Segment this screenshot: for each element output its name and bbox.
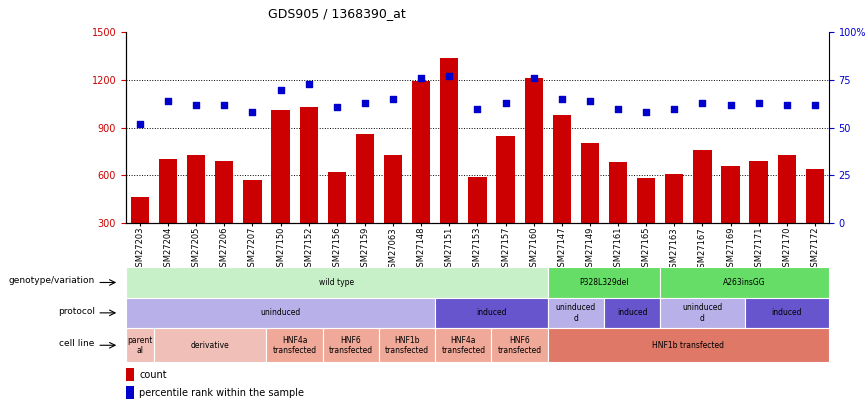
Bar [159, 159, 177, 271]
Bar [496, 136, 515, 271]
Text: percentile rank within the sample: percentile rank within the sample [139, 388, 304, 398]
Text: uninduced: uninduced [260, 308, 300, 318]
Bar [778, 155, 796, 271]
Text: HNF6
transfected: HNF6 transfected [497, 336, 542, 355]
Text: genotype/variation: genotype/variation [9, 277, 95, 286]
Point [583, 98, 597, 104]
Point [246, 109, 260, 115]
Point [724, 102, 738, 108]
Point [273, 86, 287, 93]
Text: induced: induced [477, 308, 507, 318]
Bar [131, 197, 149, 271]
Point [667, 105, 681, 112]
Bar [468, 177, 487, 271]
Point [527, 75, 541, 81]
Text: HNF4a
transfected: HNF4a transfected [273, 336, 317, 355]
Bar [356, 134, 374, 271]
Bar [272, 110, 290, 271]
Bar [806, 169, 824, 271]
Text: wild type: wild type [319, 278, 354, 287]
Point [498, 100, 512, 106]
Bar [384, 155, 402, 271]
Bar [243, 180, 261, 271]
Bar [637, 178, 655, 271]
Bar [694, 150, 712, 271]
Text: HNF4a
transfected: HNF4a transfected [441, 336, 485, 355]
Point [443, 73, 457, 79]
Bar [327, 172, 346, 271]
Bar [608, 162, 628, 271]
Text: induced: induced [772, 308, 802, 318]
Point [808, 102, 822, 108]
Point [752, 100, 766, 106]
Text: uninduced
d: uninduced d [556, 303, 596, 322]
Point [414, 75, 428, 81]
Bar [126, 386, 135, 399]
Text: count: count [139, 370, 167, 380]
Bar [721, 166, 740, 271]
Text: A263insGG: A263insGG [723, 278, 766, 287]
Text: uninduced
d: uninduced d [682, 303, 722, 322]
Point [695, 100, 709, 106]
Point [779, 102, 793, 108]
Bar [412, 81, 431, 271]
Bar [553, 115, 571, 271]
Point [330, 103, 344, 110]
Bar [215, 161, 233, 271]
Bar [665, 174, 683, 271]
Text: HNF6
transfected: HNF6 transfected [329, 336, 373, 355]
Text: parent
al: parent al [128, 336, 153, 355]
Bar [299, 107, 318, 271]
Text: HNF1b
transfected: HNF1b transfected [385, 336, 429, 355]
Text: cell line: cell line [59, 339, 95, 348]
Bar [749, 161, 768, 271]
Point [386, 96, 400, 102]
Point [555, 96, 569, 102]
Text: protocol: protocol [58, 307, 95, 316]
Point [161, 98, 175, 104]
Text: induced: induced [617, 308, 648, 318]
Point [358, 100, 372, 106]
Bar [524, 78, 542, 271]
Bar [126, 368, 135, 381]
Point [217, 102, 231, 108]
Point [133, 121, 147, 127]
Point [611, 105, 625, 112]
Text: derivative: derivative [191, 341, 230, 350]
Point [639, 109, 653, 115]
Text: P328L329del: P328L329del [579, 278, 628, 287]
Bar [187, 155, 206, 271]
Text: HNF1b transfected: HNF1b transfected [653, 341, 724, 350]
Bar [440, 58, 458, 271]
Point [470, 105, 484, 112]
Point [302, 81, 316, 87]
Text: GDS905 / 1368390_at: GDS905 / 1368390_at [268, 7, 405, 20]
Point [189, 102, 203, 108]
Bar [581, 143, 599, 271]
